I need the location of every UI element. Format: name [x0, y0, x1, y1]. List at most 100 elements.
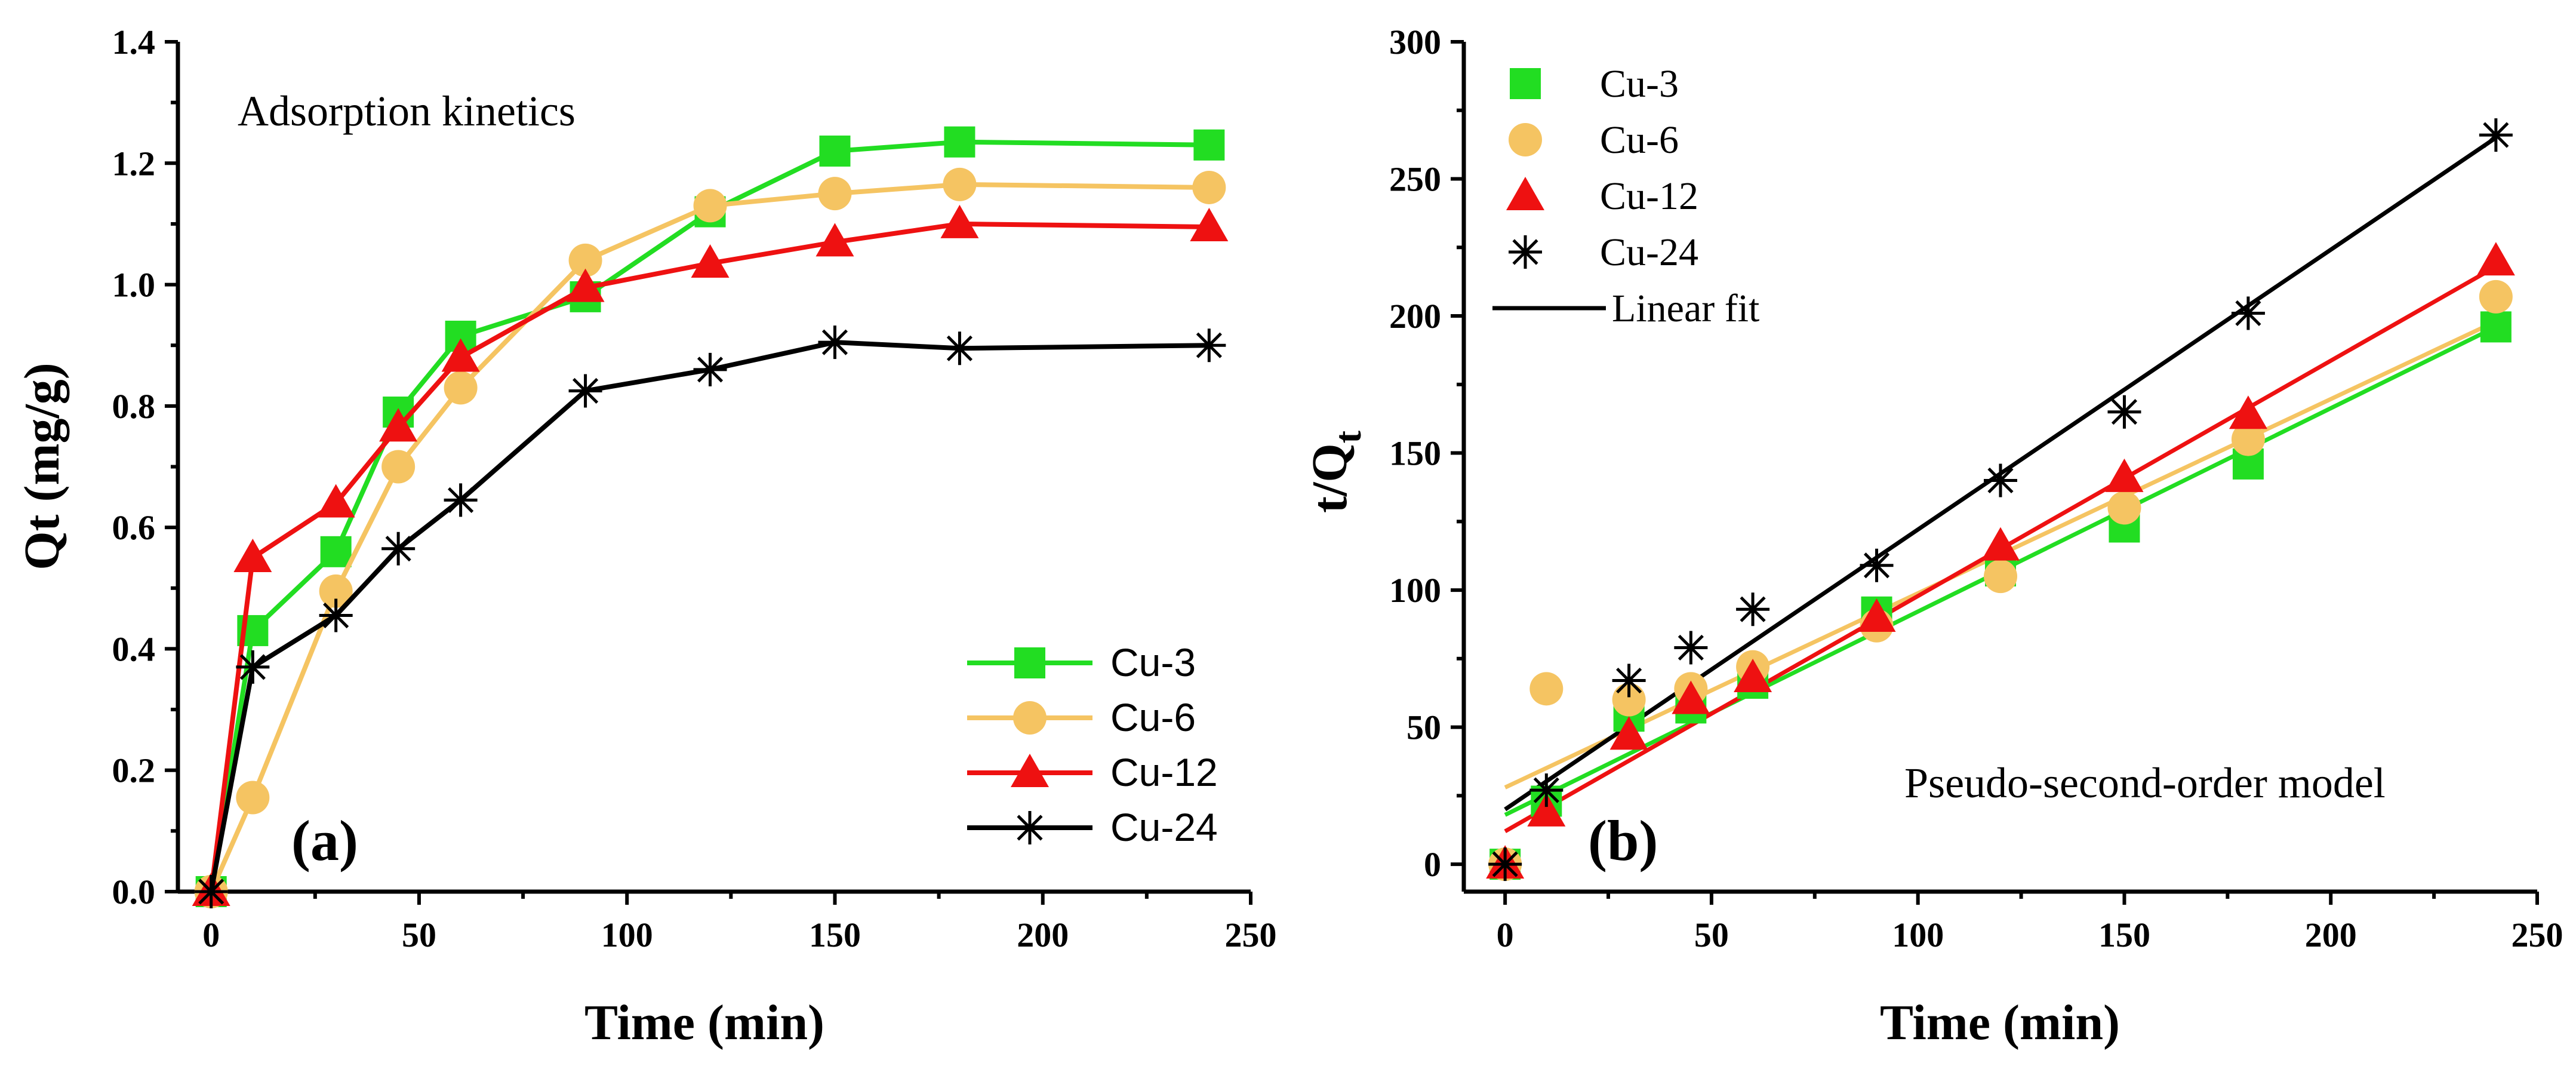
legend-marker — [1013, 701, 1047, 735]
panel-b-legend: Cu-3 Cu-6 Cu-12 Cu-24 Linear fit — [1492, 62, 1759, 330]
data-point-cu-12 — [441, 338, 480, 372]
legend-label: Cu-12 — [1600, 174, 1698, 218]
data-point-cu-6 — [319, 574, 353, 608]
x-tick-label: 150 — [809, 916, 861, 954]
data-point-cu-6 — [1984, 560, 2017, 594]
data-point-cu-24 — [236, 650, 270, 684]
data-point-cu-12 — [2476, 242, 2515, 276]
data-point-cu-24 — [1529, 773, 1564, 807]
legend-entry-cu-24: Cu-24 — [1509, 231, 1698, 274]
legend-marker — [1509, 235, 1542, 269]
series-line-cu-6 — [209, 182, 1209, 893]
data-point-cu-6 — [2479, 279, 2513, 314]
data-point-cu-12 — [691, 244, 730, 278]
panel-b-x-title: Time (min) — [1880, 995, 2120, 1050]
legend-label: Cu-6 — [1110, 695, 1196, 739]
x-tick-label: 100 — [1892, 916, 1944, 954]
data-point-cu-6 — [693, 189, 727, 223]
panel-a-annotation: Adsorption kinetics — [238, 87, 575, 135]
series-cu-12 — [192, 204, 1229, 906]
legend-marker — [1509, 123, 1542, 156]
x-tick-label: 50 — [1694, 916, 1729, 954]
legend-label: Cu-3 — [1110, 640, 1196, 684]
data-point-cu-6 — [1612, 683, 1646, 717]
data-point-cu-12 — [2229, 395, 2267, 429]
data-point-cu-24 — [1192, 328, 1226, 363]
series-line-cu-24 — [208, 340, 1209, 892]
data-point-cu-24 — [943, 331, 977, 365]
panel-b-annotation: Pseudo-second-order model — [1904, 759, 2386, 807]
panel-b-y-title-sub: t — [1327, 430, 1369, 443]
data-point-cu-6 — [444, 371, 478, 405]
panel-a-series — [192, 126, 1229, 908]
legend-entry-cu-24: Cu-24 — [967, 805, 1218, 849]
data-point-cu-3 — [944, 126, 975, 158]
data-point-cu-24 — [1984, 463, 2017, 497]
legend-entry-cu-6: Cu-6 — [1509, 118, 1679, 162]
y-tick-label: 1.4 — [112, 23, 156, 62]
y-tick-label: 0 — [1424, 845, 1441, 884]
data-point-cu-12 — [1527, 792, 1566, 827]
legend-label: Cu-24 — [1600, 231, 1698, 274]
panel-b-y-ticks: 0 50 100 150 200 250 300 — [1389, 23, 1464, 884]
legend-label: Cu-3 — [1600, 62, 1679, 106]
panel-b-y-title: t/Qt — [1302, 430, 1369, 513]
y-tick-label: 100 — [1389, 571, 1441, 610]
series-cu-24 — [194, 325, 1226, 908]
data-point-cu-12 — [1857, 598, 1896, 632]
data-point-cu-12 — [566, 268, 605, 302]
legend-fit-label: Linear fit — [1612, 287, 1759, 330]
y-tick-label: 150 — [1389, 434, 1441, 473]
x-tick-label: 0 — [202, 916, 220, 954]
data-point-cu-24 — [2479, 118, 2513, 152]
x-tick-label: 200 — [2305, 916, 2357, 954]
legend-marker — [1506, 177, 1544, 210]
data-point-cu-6 — [1192, 170, 1226, 204]
data-point-cu-3 — [2480, 311, 2512, 343]
legend-label: Cu-6 — [1600, 118, 1679, 162]
data-point-cu-6 — [568, 243, 602, 277]
x-tick-label: 150 — [2098, 916, 2150, 954]
series-cu-24 — [1488, 118, 2513, 881]
data-point-cu-6 — [818, 177, 852, 211]
data-point-cu-12 — [2105, 458, 2144, 492]
data-point-cu-12 — [316, 484, 355, 518]
legend-entry-cu-3: Cu-3 — [1510, 62, 1679, 106]
y-tick-label: 0.2 — [112, 751, 156, 790]
data-point-cu-6 — [2231, 422, 2265, 456]
series-line-cu-3 — [208, 139, 1209, 892]
legend-marker — [1013, 811, 1047, 844]
y-tick-label: 1.0 — [112, 266, 156, 305]
y-tick-label: 200 — [1389, 297, 1441, 336]
panel-b-chart: Pseudo-second-order model (b) Time (min)… — [1302, 23, 2563, 1050]
y-tick-label: 0.6 — [112, 508, 156, 547]
panel-a-chart: Adsorption kinetics (a) Time (min) Qt (m… — [14, 23, 1277, 1050]
legend-marker — [1011, 754, 1049, 787]
data-point-cu-24 — [2231, 296, 2265, 330]
panel-a-x-title: Time (min) — [584, 995, 824, 1050]
panel-b-x-ticks: 0 50 100 150 200 250 — [1497, 892, 2563, 954]
data-point-cu-24 — [319, 598, 353, 632]
data-point-cu-12 — [379, 408, 418, 442]
data-point-cu-6 — [1529, 672, 1564, 706]
data-point-cu-12 — [1609, 716, 1648, 750]
panel-b-label: (b) — [1588, 809, 1658, 873]
data-point-cu-24 — [818, 325, 852, 360]
data-point-cu-6 — [943, 167, 977, 201]
panel-b-series — [1486, 118, 2515, 881]
data-point-cu-24 — [1860, 548, 1894, 582]
data-point-cu-24 — [381, 532, 416, 566]
legend-entry-linear-fit: Linear fit — [1492, 287, 1759, 330]
legend-label: Cu-24 — [1110, 805, 1218, 849]
data-point-cu-6 — [381, 450, 416, 484]
data-point-cu-6 — [236, 781, 270, 815]
y-tick-label: 0.0 — [112, 873, 156, 911]
data-point-cu-24 — [194, 875, 228, 908]
panel-a-x-ticks: 0 50 100 150 200 250 — [202, 892, 1277, 954]
data-point-cu-3 — [1193, 129, 1225, 161]
x-tick-label: 250 — [2512, 916, 2563, 954]
x-tick-label: 50 — [402, 916, 436, 954]
data-point-cu-24 — [1612, 663, 1646, 698]
x-tick-label: 200 — [1017, 916, 1069, 954]
